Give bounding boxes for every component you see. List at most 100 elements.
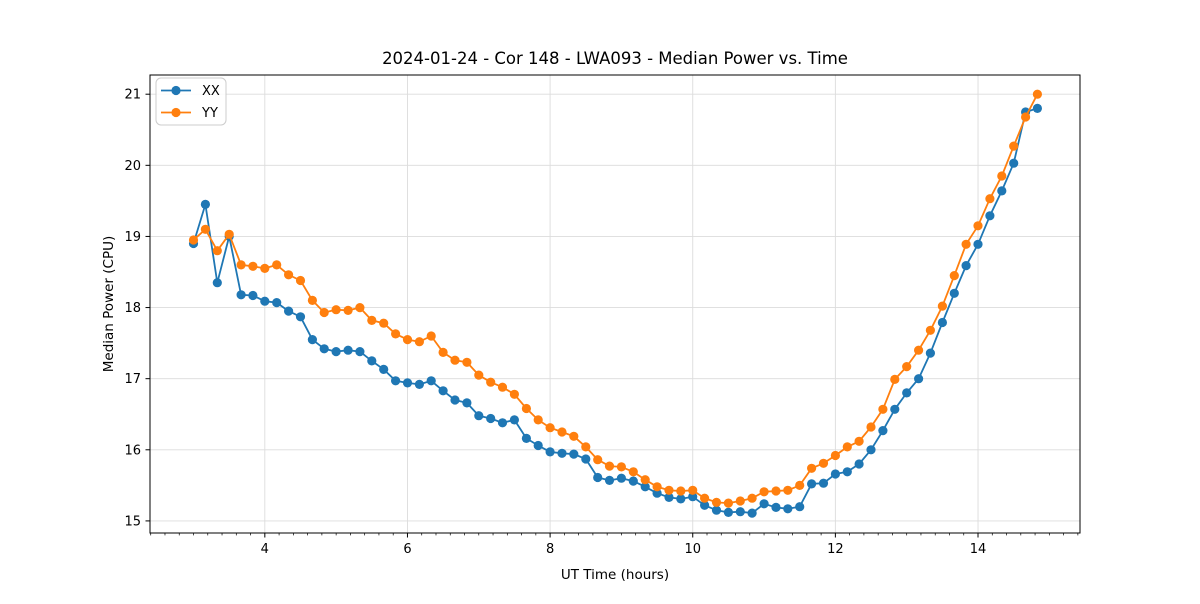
- series-YY-marker: [509, 389, 519, 399]
- series-XX-marker: [569, 449, 579, 459]
- series-YY-marker: [260, 263, 270, 273]
- series-YY-marker: [949, 271, 959, 281]
- series-XX-marker: [248, 290, 258, 301]
- series-YY-marker: [652, 482, 662, 492]
- y-tick-label: 21: [124, 88, 141, 103]
- series-YY-marker: [188, 235, 199, 245]
- legend-item-xx: XX: [161, 84, 220, 99]
- series-XX-marker: [807, 479, 817, 489]
- series-YY-marker: [723, 498, 734, 508]
- x-tick-label: 6: [403, 542, 411, 557]
- series-XX-marker: [997, 186, 1007, 196]
- legend-marker-yy: [171, 107, 181, 118]
- series-XX-marker: [890, 404, 900, 414]
- series-YY-marker: [902, 362, 912, 372]
- series-XX-marker: [854, 459, 864, 469]
- series-YY-marker: [212, 246, 222, 256]
- series-YY-marker: [890, 374, 900, 384]
- series-XX-marker: [925, 348, 936, 358]
- series-XX-marker: [818, 478, 829, 488]
- series-XX-marker: [628, 476, 638, 486]
- series-XX-marker: [664, 492, 674, 502]
- y-axis-label: Median Power (CPU): [101, 236, 117, 372]
- series-YY-marker: [414, 337, 424, 347]
- x-tick-label: 4: [261, 542, 269, 557]
- series-YY-marker: [771, 486, 781, 496]
- series-XX-marker: [212, 278, 222, 288]
- series-YY-marker: [521, 403, 532, 414]
- series-XX-marker: [509, 415, 519, 425]
- series-XX-marker: [902, 388, 912, 398]
- series-YY-marker: [307, 295, 317, 305]
- legend-label-xx: XX: [202, 84, 220, 99]
- series-XX-marker: [450, 395, 460, 405]
- series-YY-marker: [545, 423, 555, 433]
- series-XX-marker: [284, 306, 294, 316]
- series-YY-marker: [402, 335, 413, 345]
- series-XX-marker: [795, 502, 805, 512]
- legend-marker-xx: [171, 85, 181, 96]
- series-YY-marker: [224, 229, 234, 239]
- series-YY-marker: [925, 325, 936, 335]
- series-YY-marker: [319, 307, 329, 318]
- series-YY-marker: [272, 260, 282, 270]
- series-XX-marker: [676, 494, 686, 504]
- series-YY-marker: [914, 345, 924, 355]
- series-YY-marker: [628, 467, 638, 477]
- series-YY-marker: [426, 331, 436, 341]
- series-XX-marker: [402, 378, 413, 388]
- series-XX-marker: [426, 376, 436, 386]
- x-tick-label: 14: [970, 542, 987, 557]
- series-YY-marker: [616, 462, 627, 472]
- series-YY-marker: [795, 480, 805, 490]
- series-XX-marker: [260, 296, 270, 306]
- grid-lines: [150, 75, 1080, 533]
- plot-frame: [149, 74, 1081, 534]
- series-XX-marker: [759, 499, 769, 509]
- series-XX-marker: [866, 445, 876, 455]
- series-YY-marker: [842, 442, 852, 452]
- series-YY-marker: [878, 404, 888, 414]
- series-YY-marker: [830, 450, 841, 461]
- series-YY-marker: [533, 415, 543, 425]
- series-YY-marker: [581, 442, 591, 452]
- series-YY-marker: [961, 239, 971, 249]
- y-tick-label: 19: [124, 230, 141, 245]
- series-YY-marker: [1021, 112, 1031, 122]
- series-YY-marker: [593, 455, 603, 465]
- series-XX-marker: [521, 433, 532, 443]
- series-YY-marker: [248, 261, 258, 271]
- series-XX-marker: [616, 473, 627, 483]
- series-XX-marker: [367, 356, 377, 366]
- series-XX-marker: [735, 507, 745, 517]
- series-YY-marker: [700, 493, 710, 503]
- series-XX-marker: [1032, 103, 1042, 113]
- series-YY-marker: [569, 431, 579, 441]
- series-XX-marker: [1009, 158, 1019, 168]
- series-YY-marker: [497, 382, 508, 392]
- series-YY-marker: [973, 221, 983, 231]
- series-XX-marker: [723, 507, 734, 517]
- series-YY-marker: [604, 461, 615, 471]
- series-XX-marker: [830, 469, 841, 479]
- series-YY-marker: [462, 357, 472, 367]
- series-XX-marker: [771, 502, 781, 512]
- series-XX-marker: [581, 454, 591, 464]
- series-XX-marker: [497, 418, 508, 428]
- series-XX-marker: [379, 364, 389, 374]
- series-XX-marker: [474, 411, 484, 421]
- series-YY-marker: [557, 427, 567, 437]
- series-YY-marker: [391, 329, 401, 339]
- series-YY-marker: [664, 485, 674, 495]
- series-YY-marker: [1009, 141, 1019, 151]
- series-YY-marker: [474, 370, 484, 380]
- series-YY-marker: [379, 318, 389, 328]
- series-XX-marker: [914, 374, 924, 384]
- series-XX-marker: [711, 505, 722, 515]
- series-YY-marker: [688, 485, 698, 495]
- series-XX-marker: [747, 508, 757, 518]
- series-XX-marker: [236, 290, 246, 300]
- series-XX-marker: [355, 347, 365, 357]
